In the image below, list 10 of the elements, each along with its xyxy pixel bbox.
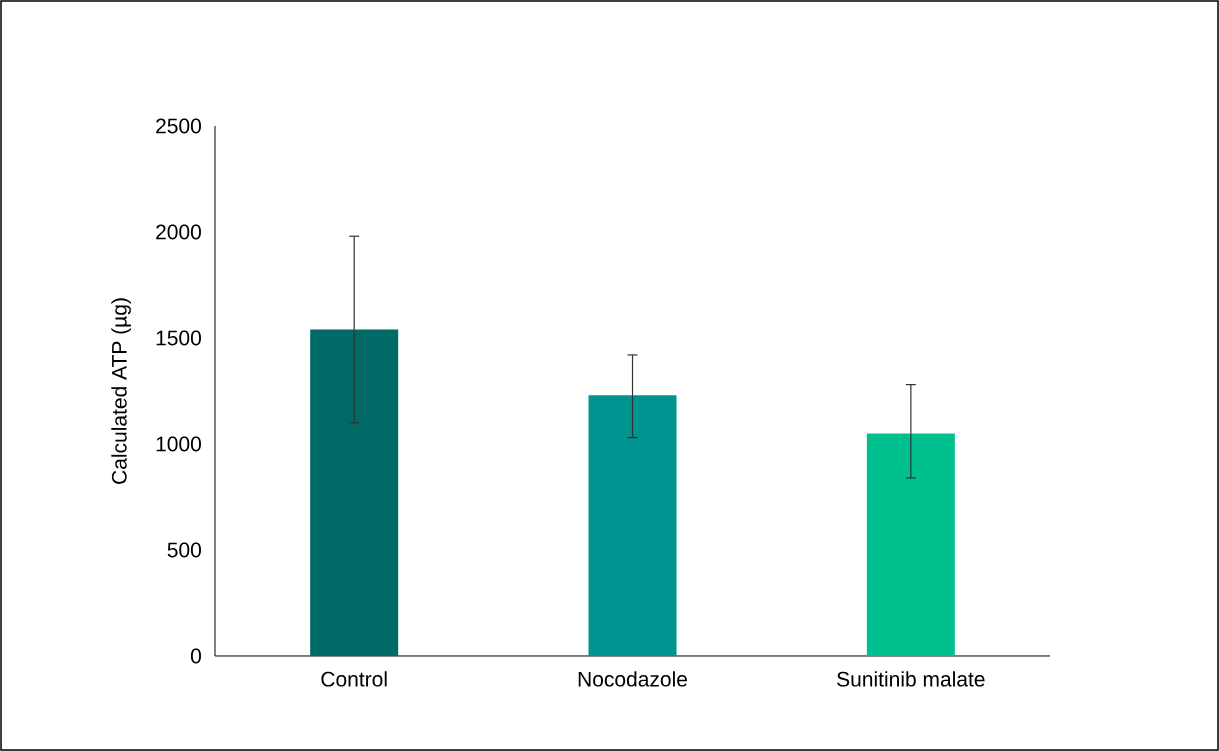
x-tick-label: Nocodazole bbox=[578, 671, 688, 687]
y-tick-label: 2500 bbox=[156, 118, 201, 134]
y-tick-label: 0 bbox=[190, 648, 201, 664]
y-tick-label: 1000 bbox=[156, 436, 201, 452]
y-tick-label: 2000 bbox=[156, 224, 201, 240]
x-tick-label: Control bbox=[321, 671, 387, 687]
x-tick-label: Sunitinib malate bbox=[837, 671, 985, 687]
y-axis-title: Calculated ATP (µg) bbox=[111, 298, 131, 484]
y-tick-label: 1500 bbox=[156, 330, 201, 346]
y-tick-label: 500 bbox=[167, 542, 201, 558]
